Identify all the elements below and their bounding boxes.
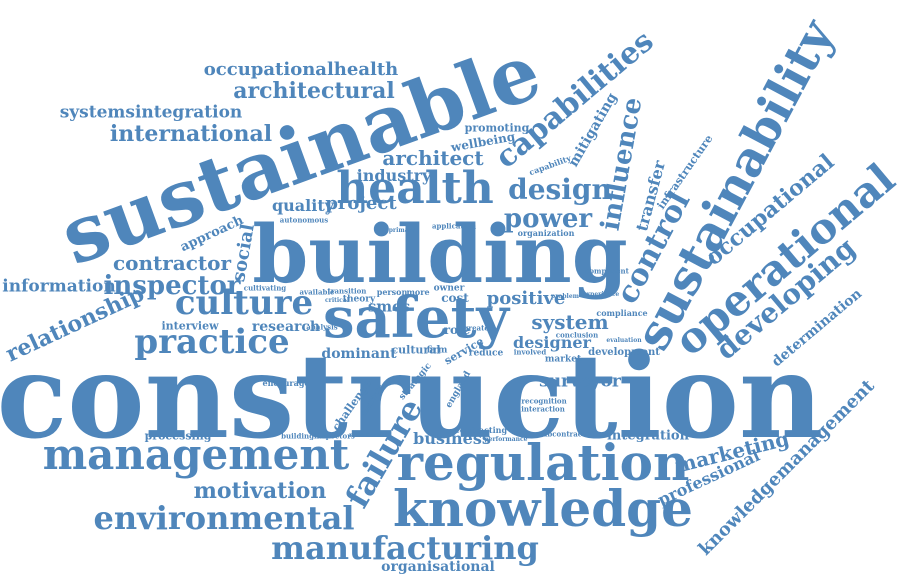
- word-compliance: compliance: [596, 308, 648, 318]
- word-processing: processing: [144, 429, 212, 443]
- word-architectural: architectural: [233, 78, 395, 104]
- word-integration: integration: [606, 428, 690, 444]
- word-application: application: [431, 221, 477, 231]
- word-knowledge: knowledge: [393, 479, 693, 538]
- word-system: system: [531, 310, 609, 334]
- word-information: information: [2, 276, 116, 297]
- word-theory: theory: [342, 294, 376, 305]
- word-recognition: recognition: [521, 396, 567, 406]
- word-project: project: [325, 193, 397, 214]
- word-occupationalhealth: occupationalhealth: [203, 59, 399, 80]
- word-interview: interview: [161, 319, 219, 333]
- word-promoting: promoting: [464, 121, 530, 135]
- word-critical: critical: [325, 297, 349, 304]
- word-market: market: [544, 354, 582, 365]
- word-designer: designer: [513, 333, 591, 352]
- word-environmental: environmental: [93, 499, 355, 537]
- word-interaction: interaction: [521, 404, 565, 414]
- word-development: development: [588, 347, 660, 358]
- word-experience: experience: [582, 291, 620, 298]
- word-manufacturing: manufacturing: [271, 529, 539, 567]
- word-inspector: inspector: [103, 271, 241, 301]
- word-organization: organization: [517, 228, 575, 238]
- word-subcontractor: subcontractor: [538, 429, 594, 439]
- word-encourage: encourage: [262, 378, 310, 388]
- word-power: power: [503, 204, 593, 234]
- word-cultivating: cultivating: [243, 283, 287, 293]
- word-analysis: analysis: [306, 322, 338, 332]
- word-conclusion: conclusion: [555, 330, 599, 340]
- word-surveyor: surveyor: [539, 371, 621, 392]
- word-smes: smes: [367, 297, 411, 316]
- word-more: more: [406, 287, 430, 297]
- word-autonomous: autonomous: [279, 215, 329, 225]
- word-person: person: [376, 287, 408, 297]
- word-systemsintegration: systemsintegration: [59, 102, 243, 123]
- word-practice: practice: [134, 322, 290, 362]
- word-reduce: reduce: [468, 348, 504, 359]
- word-problem: problem: [551, 293, 579, 300]
- word-construction: construction: [0, 329, 824, 465]
- word-membership: membership: [349, 432, 391, 439]
- word-industry: industry: [356, 166, 432, 185]
- word-performance: performance: [484, 436, 528, 443]
- word-component: component: [585, 266, 629, 276]
- word-greater: greater: [463, 323, 493, 333]
- word-role: role: [443, 323, 471, 337]
- word-building: building: [252, 207, 628, 301]
- word-transition: transition: [327, 286, 367, 296]
- word-culture: culture: [174, 283, 314, 323]
- word-quality: quality: [271, 196, 335, 215]
- word-available: available: [299, 287, 335, 297]
- word-safety: safety: [323, 285, 509, 351]
- word-design: design: [508, 173, 612, 206]
- word-motivation: motivation: [193, 478, 327, 504]
- word-owner: owner: [433, 283, 465, 294]
- word-firm: firm: [426, 345, 448, 356]
- word-research: research: [251, 319, 321, 335]
- word-regulation: regulation: [396, 433, 690, 492]
- word-contractor: contractor: [112, 251, 232, 275]
- word-cost: cost: [441, 291, 469, 305]
- word-health: health: [336, 163, 494, 214]
- word-positive: positive: [486, 288, 566, 309]
- word-evaluation: evaluation: [606, 337, 642, 344]
- word-organisational: organisational: [381, 559, 495, 575]
- word-architect: architect: [382, 146, 484, 170]
- word-buildinginspectors: buildinginspectors: [281, 431, 355, 441]
- word-primary: primary: [388, 227, 416, 234]
- word-involved: involved: [513, 347, 547, 357]
- word-international: international: [109, 121, 273, 147]
- word-cultural: cultural: [391, 343, 441, 357]
- word-dominant: dominant: [321, 346, 397, 362]
- word-management: management: [42, 430, 350, 479]
- word-business: business: [413, 429, 491, 448]
- word-contracting: contracting: [454, 425, 508, 435]
